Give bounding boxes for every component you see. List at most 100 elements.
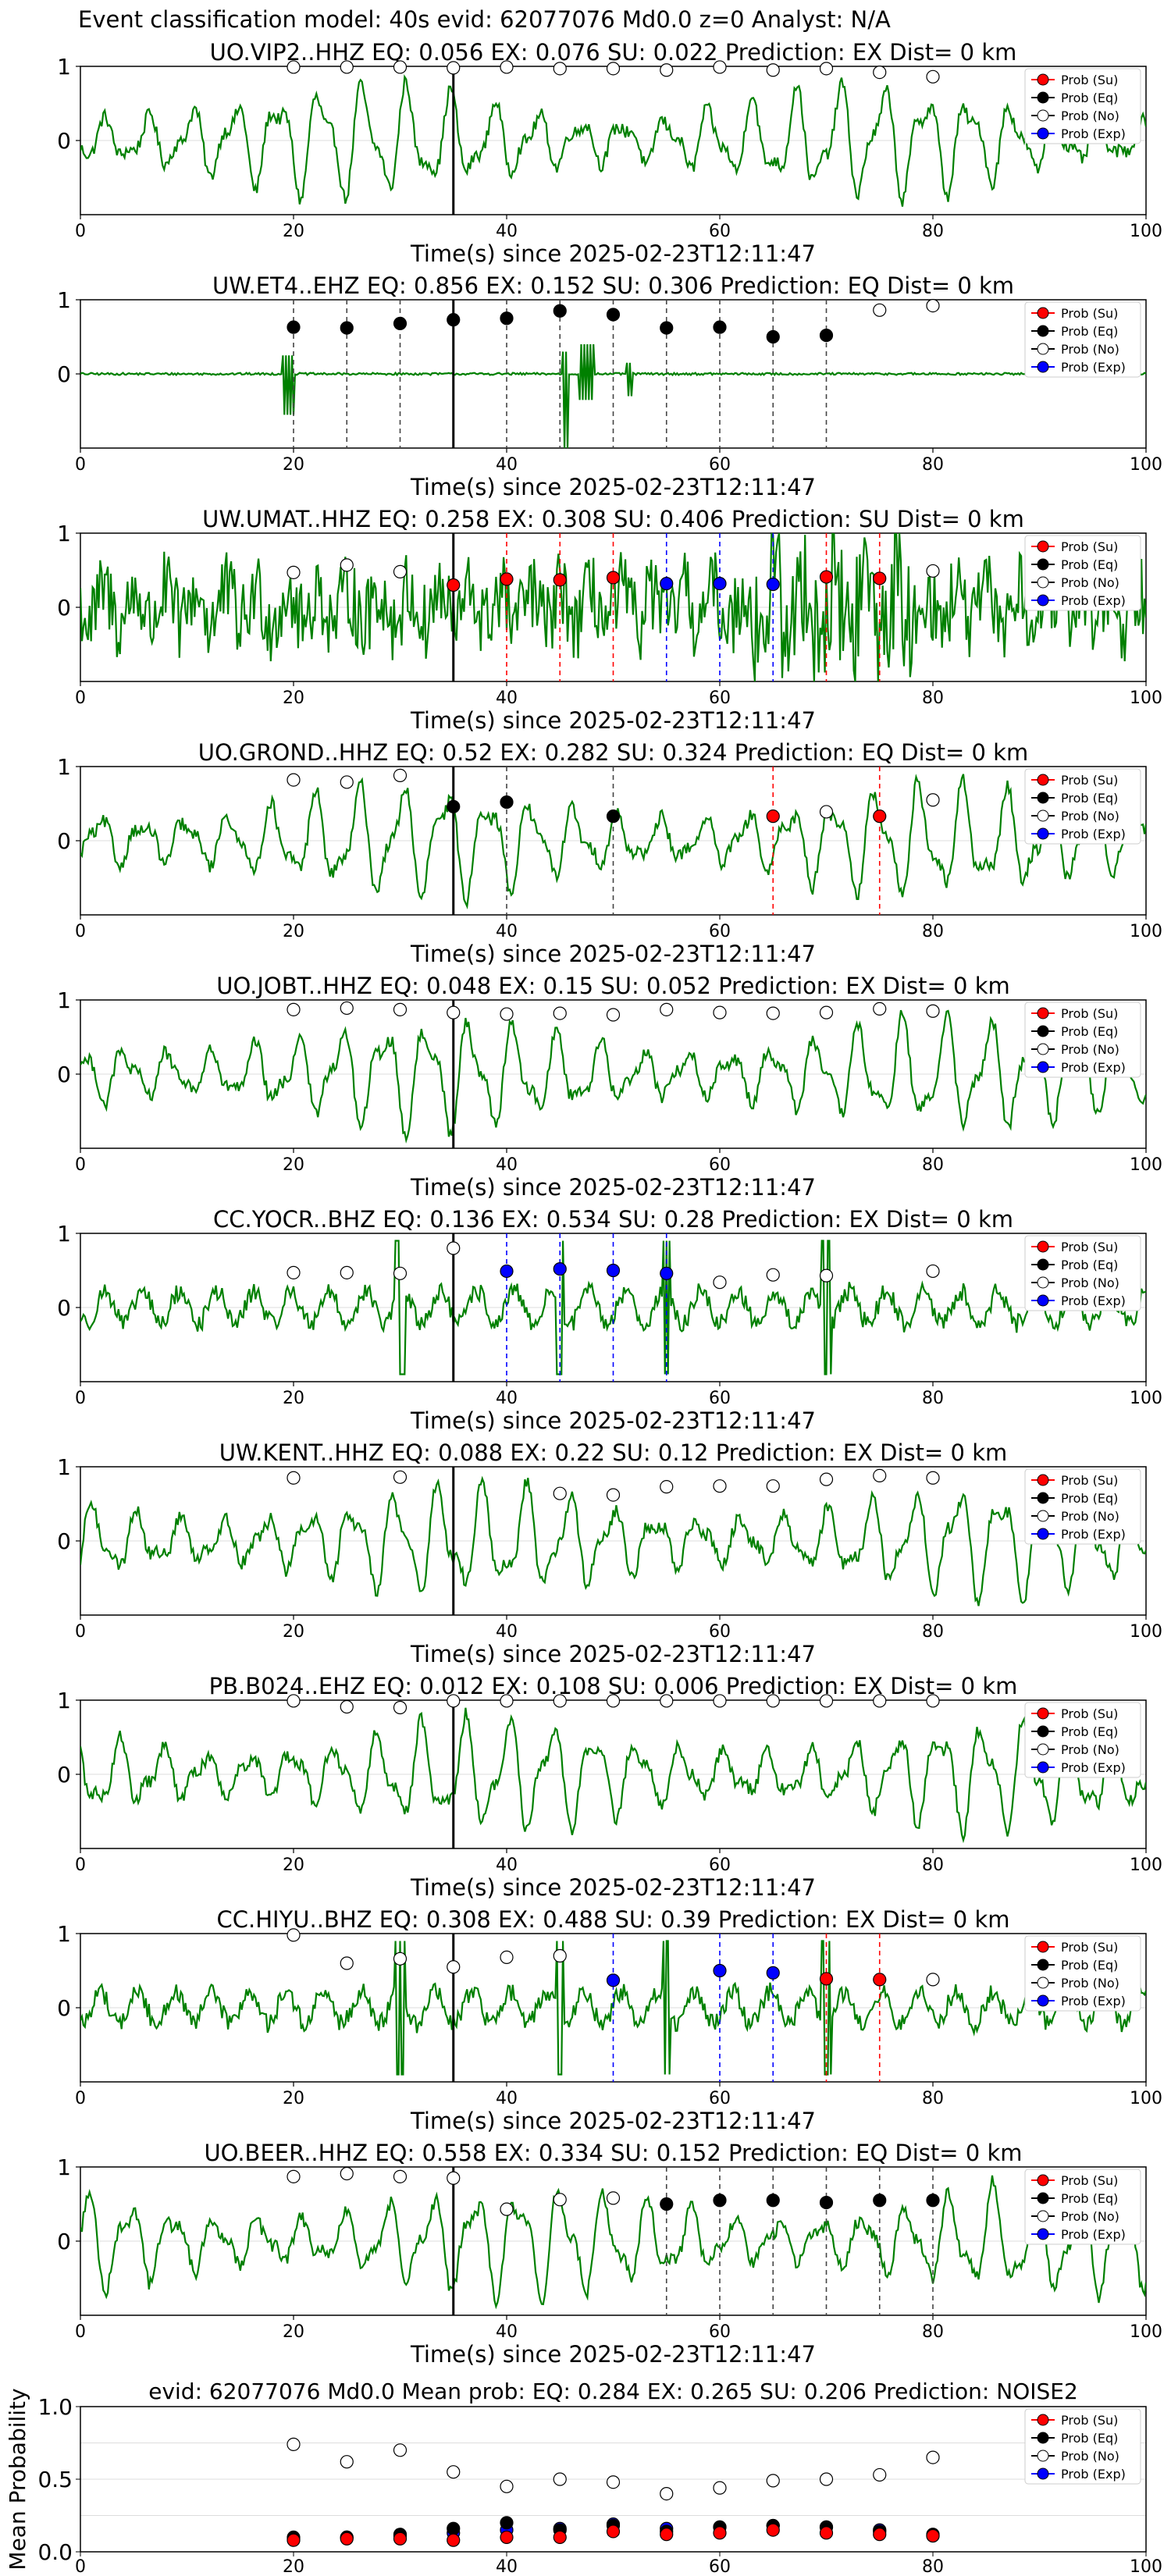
mean-point-su [660,2528,674,2542]
x-axis-label: Time(s) since 2025-02-23T12:11:47 [410,1874,816,1901]
station-panel: PB.B024..EHZ EQ: 0.012 EX: 0.108 SU: 0.0… [57,1673,1162,1901]
prob-point-no [340,775,354,789]
waveform-group [80,343,1146,448]
legend-label: Prob (Exp) [1061,1994,1126,2008]
x-axis-label: Time(s) since 2025-02-23T12:11:47 [410,707,816,734]
prob-point-no [713,1005,727,1019]
legend-label: Prob (Eq) [1061,557,1118,572]
x-tick-label: 40 [496,1155,518,1175]
legend-marker [1037,307,1049,319]
prob-point-eq [873,2194,887,2208]
prob-point-no [873,65,887,80]
prob-point-eq [606,308,621,322]
prob-point-su [447,578,461,592]
y-tick-label: 1.0 [37,2394,73,2420]
prob-point-no [500,1694,514,1708]
y-tick-label: 0 [57,1295,71,1321]
x-tick-label: 40 [496,2557,518,2576]
x-tick-label: 80 [922,1622,944,1642]
panel-title: UO.VIP2..HHZ EQ: 0.056 EX: 0.076 SU: 0.0… [210,39,1017,66]
x-axis-label: Time(s) since 2025-02-23T12:11:47 [410,2341,816,2368]
legend-marker [1037,1007,1049,1019]
legend-label: Prob (Su) [1061,773,1118,788]
prob-point-no [447,1694,461,1708]
prob-point-no [500,2202,514,2216]
prob-point-no [926,1264,940,1279]
y-tick-label: 0 [57,128,71,154]
prob-point-eq [447,799,461,813]
legend: Prob (Su) Prob (Eq) Prob (No) Prob (Exp) [1024,768,1141,845]
mean-point-eq [500,2516,514,2530]
x-tick-label: 40 [496,2089,518,2108]
x-tick-label: 40 [496,222,518,241]
legend-label: Prob (No) [1061,1976,1119,1991]
prob-point-no [500,60,514,74]
prob-point-no [393,1002,408,1016]
y-tick-label: 0 [57,595,71,621]
x-tick-label: 80 [922,2322,944,2342]
legend-label: Prob (Exp) [1061,1527,1126,1542]
waveform-trace [80,1475,1146,1606]
legend: Prob (Su) Prob (Eq) Prob (No) Prob (Exp) [1024,301,1141,378]
y-tick-label: 0 [57,1995,71,2021]
legend-marker [1037,2192,1049,2204]
x-axis-label: Time(s) since 2025-02-23T12:11:47 [410,1174,816,1201]
legend-marker [1037,127,1049,140]
prob-point-exp [713,1963,727,1978]
prob-point-no [553,1694,567,1708]
prob-point-no [926,1973,940,1987]
mean-point-su [606,2524,621,2539]
legend-marker [1037,1725,1049,1738]
mean-point-su [766,2523,780,2537]
x-tick-label: 20 [283,1389,304,1408]
prob-point-no [287,773,301,787]
legend-marker [1037,827,1049,840]
legend-label: Prob (Exp) [1061,1293,1126,1308]
prob-point-no [926,299,940,313]
mean-point-su [819,2526,834,2540]
mean-point-eq [447,2521,461,2535]
prob-point-no [447,2171,461,2185]
legend-label: Prob (No) [1061,1276,1119,1290]
legend-marker [1037,1976,1049,1989]
y-tick-label: 0 [57,828,71,854]
x-tick-label: 80 [922,222,944,241]
x-tick-label: 0 [75,1856,86,1875]
prob-point-no [447,61,461,75]
prob-point-no [287,1928,301,1942]
station-panel: CC.YOCR..BHZ EQ: 0.136 EX: 0.534 SU: 0.2… [57,1206,1162,1434]
prob-point-su [766,809,780,824]
prob-point-no [340,60,354,74]
prob-point-no [606,1488,621,1502]
y-axis-label: Mean Probability [5,2388,30,2570]
waveform-trace [80,74,1146,207]
prob-point-no [553,1006,567,1020]
legend-label: Prob (Exp) [1061,827,1126,841]
station-panel: UO.JOBT..HHZ EQ: 0.048 EX: 0.15 SU: 0.05… [57,973,1162,1201]
mean-point-no [713,2481,727,2495]
waveform-trace [80,343,1146,448]
legend-marker [1037,1492,1049,1504]
mean-point-su [713,2526,727,2540]
y-tick-label: 0 [57,1062,71,1087]
prob-point-eq [766,329,780,344]
prob-point-no [447,1005,461,1019]
y-tick-label: 0 [57,2229,71,2254]
legend-marker [1037,1258,1049,1271]
legend: Prob (Su) Prob (Eq) Prob (No) Prob (Exp) [1024,535,1141,611]
prob-point-exp [660,576,674,591]
prob-point-no [287,2169,301,2183]
x-tick-label: 20 [283,222,304,241]
legend-frame [1024,2408,1141,2485]
legend-label: Prob (Eq) [1061,1491,1118,1506]
prob-point-eq [287,320,301,334]
x-tick-label: 100 [1130,222,1162,241]
prob-point-no [660,1480,674,1494]
mean-point-no [926,2450,940,2464]
prob-point-eq [606,809,621,824]
legend-marker [1037,1510,1049,1522]
prob-point-no [873,1468,887,1483]
x-tick-label: 60 [709,688,731,708]
legend: Prob (Su) Prob (Eq) Prob (No) Prob (Exp) [1024,68,1141,144]
prob-point-no [287,1694,301,1708]
